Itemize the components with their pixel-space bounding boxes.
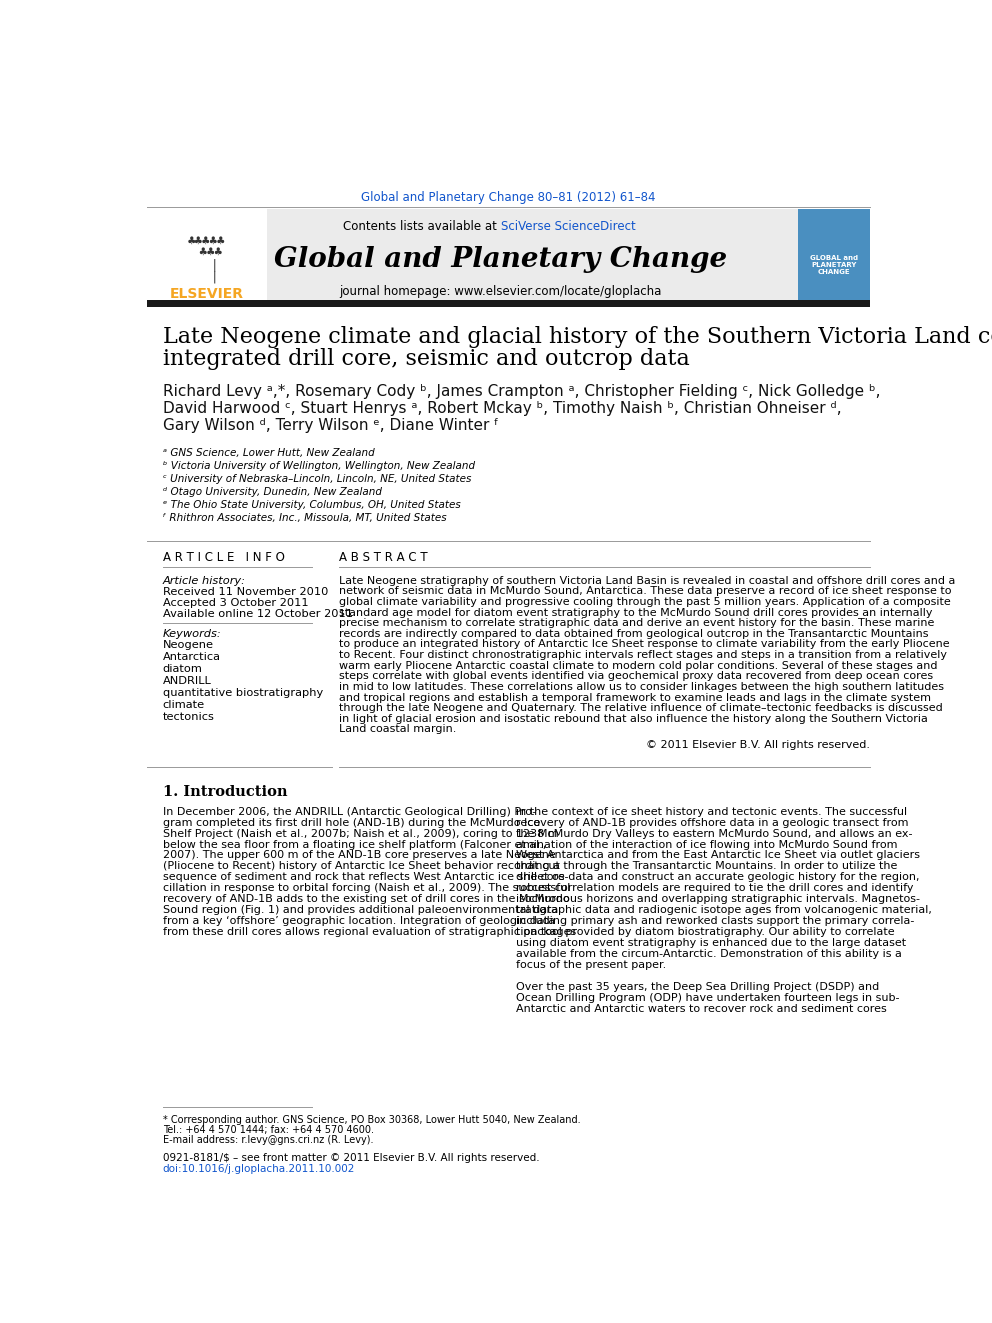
Text: in mid to low latitudes. These correlations allow us to consider linkages betwee: in mid to low latitudes. These correlati… (339, 681, 944, 692)
Text: tectonics: tectonics (163, 712, 214, 722)
Text: 1. Introduction: 1. Introduction (163, 785, 288, 799)
Text: Received 11 November 2010: Received 11 November 2010 (163, 587, 328, 597)
Text: Accepted 3 October 2011: Accepted 3 October 2011 (163, 598, 309, 609)
Text: ᵃ GNS Science, Lower Hutt, New Zealand: ᵃ GNS Science, Lower Hutt, New Zealand (163, 448, 375, 458)
Text: global climate variability and progressive cooling through the past 5 million ye: global climate variability and progressi… (339, 597, 951, 607)
Text: network of seismic data in McMurdo Sound, Antarctica. These data preserve a reco: network of seismic data in McMurdo Sound… (339, 586, 952, 597)
Text: A R T I C L E   I N F O: A R T I C L E I N F O (163, 552, 285, 564)
Text: * Corresponding author. GNS Science, PO Box 30368, Lower Hutt 5040, New Zealand.: * Corresponding author. GNS Science, PO … (163, 1115, 580, 1125)
Text: David Harwood ᶜ, Stuart Henrys ᵃ, Robert Mckay ᵇ, Timothy Naish ᵇ, Christian Ohn: David Harwood ᶜ, Stuart Henrys ᵃ, Robert… (163, 401, 841, 415)
Text: precise mechanism to correlate stratigraphic data and derive an event history fo: precise mechanism to correlate stratigra… (339, 618, 934, 628)
Text: ᶜ University of Nebraska–Lincoln, Lincoln, NE, United States: ᶜ University of Nebraska–Lincoln, Lincol… (163, 474, 471, 484)
Text: below the sea floor from a floating ice shelf platform (Falconer et al.,: below the sea floor from a floating ice … (163, 840, 547, 849)
Text: ♣♣♣♣♣
 ♣♣♣
  |
  |: ♣♣♣♣♣ ♣♣♣ | | (188, 234, 225, 283)
Text: from a key ‘offshore’ geographic location. Integration of geologic data: from a key ‘offshore’ geographic locatio… (163, 916, 555, 926)
Text: Antarctica: Antarctica (163, 652, 221, 663)
Bar (799, 209, 870, 300)
Text: amination of the interaction of ice flowing into McMurdo Sound from: amination of the interaction of ice flow… (516, 840, 898, 849)
Text: Late Neogene climate and glacial history of the Southern Victoria Land coast fro: Late Neogene climate and glacial history… (163, 327, 992, 348)
Text: Global and Planetary Change 80–81 (2012) 61–84: Global and Planetary Change 80–81 (2012)… (361, 191, 656, 204)
Text: in the context of ice sheet history and tectonic events. The successful: in the context of ice sheet history and … (516, 807, 908, 816)
Text: Tel.: +64 4 570 1444; fax: +64 4 570 4600.: Tel.: +64 4 570 1444; fax: +64 4 570 460… (163, 1125, 374, 1135)
Text: robust correlation models are required to tie the drill cores and identify: robust correlation models are required t… (516, 884, 914, 893)
Text: ᵇ Victoria University of Wellington, Wellington, New Zealand: ᵇ Victoria University of Wellington, Wel… (163, 460, 475, 471)
Bar (147, 209, 268, 300)
Text: focus of the present paper.: focus of the present paper. (516, 959, 667, 970)
Text: ELSEVIER: ELSEVIER (170, 287, 244, 300)
Text: Shelf Project (Naish et al., 2007b; Naish et al., 2009), coring to 1238 m: Shelf Project (Naish et al., 2007b; Nais… (163, 828, 558, 839)
Text: records are indirectly compared to data obtained from geological outcrop in the : records are indirectly compared to data … (339, 628, 929, 639)
Text: Contents lists available at: Contents lists available at (343, 220, 501, 233)
Text: from these drill cores allows regional evaluation of stratigraphic packages: from these drill cores allows regional e… (163, 927, 576, 937)
Text: A B S T R A C T: A B S T R A C T (339, 552, 429, 564)
Text: gram completed its first drill hole (AND-1B) during the McMurdo Ice: gram completed its first drill hole (AND… (163, 818, 540, 828)
Text: that cut through the Transantarctic Mountains. In order to utilize the: that cut through the Transantarctic Moun… (516, 861, 898, 872)
Bar (147, 300, 870, 307)
Text: 2007). The upper 600 m of the AND-1B core preserves a late Neogene: 2007). The upper 600 m of the AND-1B cor… (163, 851, 556, 860)
Text: sequence of sediment and rock that reflects West Antarctic ice sheet os-: sequence of sediment and rock that refle… (163, 872, 568, 882)
Text: SciVerse ScienceDirect: SciVerse ScienceDirect (501, 220, 636, 233)
Text: standard age model for diatom event stratigraphy to the McMurdo Sound drill core: standard age model for diatom event stra… (339, 607, 932, 618)
Text: to Recent. Four distinct chronostratigraphic intervals reflect stages and steps : to Recent. Four distinct chronostratigra… (339, 650, 947, 660)
Text: West Antarctica and from the East Antarctic Ice Sheet via outlet glaciers: West Antarctica and from the East Antarc… (516, 851, 921, 860)
Text: Ocean Drilling Program (ODP) have undertaken fourteen legs in sub-: Ocean Drilling Program (ODP) have undert… (516, 992, 900, 1003)
Text: using diatom event stratigraphy is enhanced due to the large dataset: using diatom event stratigraphy is enhan… (516, 938, 907, 947)
Text: through the late Neogene and Quaternary. The relative influence of climate–tecto: through the late Neogene and Quaternary.… (339, 704, 943, 713)
Text: Available online 12 October 2011: Available online 12 October 2011 (163, 609, 353, 619)
Text: Neogene: Neogene (163, 640, 213, 651)
Text: Gary Wilson ᵈ, Terry Wilson ᵉ, Diane Winter ᶠ: Gary Wilson ᵈ, Terry Wilson ᵉ, Diane Win… (163, 418, 499, 433)
Text: Keywords:: Keywords: (163, 628, 221, 639)
Text: ᵉ The Ohio State University, Columbus, OH, United States: ᵉ The Ohio State University, Columbus, O… (163, 500, 460, 511)
Text: to produce an integrated history of Antarctic Ice Sheet response to climate vari: to produce an integrated history of Anta… (339, 639, 950, 650)
Text: Antarctic and Antarctic waters to recover rock and sediment cores: Antarctic and Antarctic waters to recove… (516, 1004, 887, 1013)
Text: tion tool provided by diatom biostratigraphy. Our ability to correlate: tion tool provided by diatom biostratigr… (516, 927, 895, 937)
Text: Article history:: Article history: (163, 576, 246, 586)
Text: in light of glacial erosion and isostatic rebound that also influence the histor: in light of glacial erosion and isostati… (339, 714, 929, 724)
Text: journal homepage: www.elsevier.com/locate/gloplacha: journal homepage: www.elsevier.com/locat… (339, 284, 662, 298)
Text: (Pliocene to Recent) history of Antarctic Ice Sheet behavior recording a: (Pliocene to Recent) history of Antarcti… (163, 861, 559, 872)
Bar (268, 209, 799, 300)
Text: Late Neogene stratigraphy of southern Victoria Land Basin is revealed in coastal: Late Neogene stratigraphy of southern Vi… (339, 576, 956, 586)
Text: ANDRILL: ANDRILL (163, 676, 211, 687)
Text: ᶠ Rhithron Associates, Inc., Missoula, MT, United States: ᶠ Rhithron Associates, Inc., Missoula, M… (163, 513, 446, 524)
Text: recovery of AND-1B provides offshore data in a geologic transect from: recovery of AND-1B provides offshore dat… (516, 818, 909, 828)
Text: steps correlate with global events identified via geochemical proxy data recover: steps correlate with global events ident… (339, 671, 933, 681)
Text: E-mail address: r.levy@gns.cri.nz (R. Levy).: E-mail address: r.levy@gns.cri.nz (R. Le… (163, 1135, 373, 1144)
Text: integrated drill core, seismic and outcrop data: integrated drill core, seismic and outcr… (163, 348, 689, 370)
Text: warm early Pliocene Antarctic coastal climate to modern cold polar conditions. S: warm early Pliocene Antarctic coastal cl… (339, 660, 938, 671)
Text: ᵈ Otago University, Dunedin, New Zealand: ᵈ Otago University, Dunedin, New Zealand (163, 487, 382, 497)
Text: doi:10.1016/j.gloplacha.2011.10.002: doi:10.1016/j.gloplacha.2011.10.002 (163, 1164, 355, 1174)
Text: and tropical regions and establish a temporal framework to examine leads and lag: and tropical regions and establish a tem… (339, 693, 931, 703)
Text: 0921-8181/$ – see front matter © 2011 Elsevier B.V. All rights reserved.: 0921-8181/$ – see front matter © 2011 El… (163, 1154, 540, 1163)
Text: Sound region (Fig. 1) and provides additional paleoenvironmental data: Sound region (Fig. 1) and provides addit… (163, 905, 558, 916)
Text: diatom: diatom (163, 664, 202, 675)
Text: Global and Planetary Change: Global and Planetary Change (274, 246, 727, 273)
Text: Richard Levy ᵃ,*, Rosemary Cody ᵇ, James Crampton ᵃ, Christopher Fielding ᶜ, Nic: Richard Levy ᵃ,*, Rosemary Cody ᵇ, James… (163, 384, 880, 398)
Text: Over the past 35 years, the Deep Sea Drilling Project (DSDP) and: Over the past 35 years, the Deep Sea Dri… (516, 982, 879, 992)
Text: quantitative biostratigraphy: quantitative biostratigraphy (163, 688, 323, 699)
Text: isochronous horizons and overlapping stratigraphic intervals. Magnetos-: isochronous horizons and overlapping str… (516, 894, 921, 904)
Text: recovery of AND-1B adds to the existing set of drill cores in the McMurdo: recovery of AND-1B adds to the existing … (163, 894, 569, 904)
Text: tratigraphic data and radiogenic isotope ages from volcanogenic material,: tratigraphic data and radiogenic isotope… (516, 905, 932, 916)
Text: drill core data and construct an accurate geologic history for the region,: drill core data and construct an accurat… (516, 872, 920, 882)
Text: In December 2006, the ANDRILL (Antarctic Geological Drilling) Pro-: In December 2006, the ANDRILL (Antarctic… (163, 807, 536, 816)
Text: available from the circum-Antarctic. Demonstration of this ability is a: available from the circum-Antarctic. Dem… (516, 949, 902, 959)
Text: © 2011 Elsevier B.V. All rights reserved.: © 2011 Elsevier B.V. All rights reserved… (646, 741, 870, 750)
Text: climate: climate (163, 700, 205, 710)
Text: GLOBAL and
PLANETARY
CHANGE: GLOBAL and PLANETARY CHANGE (809, 255, 858, 275)
Text: Land coastal margin.: Land coastal margin. (339, 725, 457, 734)
Text: the McMurdo Dry Valleys to eastern McMurdo Sound, and allows an ex-: the McMurdo Dry Valleys to eastern McMur… (516, 828, 913, 839)
Text: including primary ash and reworked clasts support the primary correla-: including primary ash and reworked clast… (516, 916, 915, 926)
Text: cillation in response to orbital forcing (Naish et al., 2009). The successful: cillation in response to orbital forcing… (163, 884, 570, 893)
